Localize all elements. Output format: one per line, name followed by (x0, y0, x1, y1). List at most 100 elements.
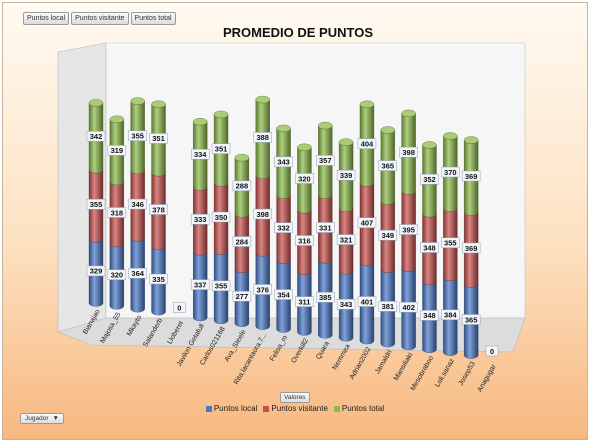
data-label-bg (357, 296, 377, 307)
data-label-bg (86, 198, 106, 210)
legend-item: Puntos local (205, 404, 258, 413)
bar-cap (297, 143, 312, 151)
data-label-bg (441, 237, 460, 248)
values-field-button[interactable]: Valores (280, 392, 310, 403)
bar-cap (151, 100, 166, 108)
field-button-puntos-visitante[interactable]: Puntos visitante (71, 12, 129, 25)
field-button-puntos-total[interactable]: Puntos total (130, 12, 176, 25)
bar-cap (359, 100, 375, 108)
data-label: 319 (111, 146, 124, 155)
data-label-bg (86, 131, 106, 142)
data-label-bg (274, 222, 293, 233)
data-label-bg (211, 143, 231, 154)
data-label: 348 (423, 243, 436, 252)
data-label-bg (420, 174, 439, 185)
category-label: Mesobraboo (410, 355, 436, 392)
data-label: 349 (382, 231, 395, 240)
data-label-bg (149, 133, 168, 144)
data-label-bg (128, 268, 147, 279)
data-label: 316 (298, 236, 311, 245)
legend-swatch (333, 405, 340, 412)
data-label: 320 (298, 174, 311, 183)
data-label: 355 (215, 282, 228, 291)
data-label-bg (485, 345, 499, 357)
data-label: 407 (361, 219, 374, 228)
data-label: 339 (340, 171, 353, 180)
data-label: 354 (277, 290, 290, 299)
bar-cap (193, 117, 208, 126)
data-label-bg (274, 156, 293, 168)
data-label: 369 (465, 172, 478, 181)
data-label: 364 (131, 269, 144, 278)
data-label-bg (461, 314, 481, 325)
data-label: 370 (444, 168, 457, 177)
data-label: 365 (382, 161, 395, 170)
data-label-bg (190, 149, 210, 160)
data-label-bg (336, 169, 356, 181)
data-label-bg (441, 166, 460, 178)
data-label-bg (295, 235, 314, 246)
bar-cap (88, 99, 104, 107)
legend-swatch (263, 405, 270, 412)
data-label: 355 (444, 239, 457, 248)
axis-field-label: Jugador (25, 415, 49, 422)
data-label: 333 (194, 215, 207, 224)
data-label-bg (295, 173, 314, 184)
data-label: 343 (277, 158, 290, 167)
data-label-bg (399, 301, 418, 313)
category-label: Mansiliaki (393, 352, 415, 382)
data-label: 335 (152, 275, 165, 284)
data-label-bg (316, 222, 335, 233)
data-label-bg (316, 155, 335, 166)
bar-cap (213, 110, 229, 119)
data-label: 0 (490, 347, 494, 356)
field-button-puntos-local[interactable]: Puntos local (23, 12, 70, 25)
data-label: 395 (402, 225, 415, 234)
chart-title: PROMEDIO DE PUNTOS (222, 25, 373, 40)
category-label: Jamaldri (374, 349, 394, 376)
bar-cap (234, 154, 250, 162)
data-label-bg (253, 208, 272, 220)
axis-field-button[interactable]: Jugador ▼ (20, 413, 64, 424)
data-label: 355 (90, 200, 103, 209)
legend-label: Puntos total (341, 404, 385, 413)
data-label: 351 (215, 144, 228, 153)
data-label-bg (107, 207, 127, 218)
data-label: 398 (402, 148, 415, 157)
data-label-bg (357, 138, 377, 149)
data-label-bg (378, 229, 398, 241)
data-label: 288 (236, 182, 249, 191)
data-label-bg (128, 198, 147, 210)
data-label-bg (190, 279, 210, 290)
data-label: 352 (423, 175, 436, 184)
bar-cap (463, 136, 479, 144)
data-label-bg (211, 280, 231, 292)
data-label: 311 (298, 297, 310, 306)
data-label: 385 (319, 293, 332, 302)
data-label-bg (336, 234, 356, 245)
data-label-bg (149, 204, 168, 215)
data-label: 381 (382, 302, 395, 311)
data-label: 321 (340, 235, 353, 244)
bar-cap (109, 115, 125, 123)
data-label-bg (295, 296, 314, 307)
data-label: 378 (152, 205, 165, 214)
data-label: 332 (277, 223, 290, 232)
data-label: 0 (177, 304, 181, 313)
legend-item: Puntos total (333, 404, 385, 413)
data-label: 357 (319, 156, 332, 165)
bar-cap (380, 126, 395, 134)
data-label: 401 (361, 297, 374, 306)
data-label-bg (232, 291, 252, 302)
legend-label: Puntos local (213, 404, 258, 413)
data-label: 331 (319, 223, 332, 232)
data-label-bg (461, 242, 481, 254)
data-label-bg (461, 170, 481, 182)
category-label: Adrian2002 (349, 346, 373, 381)
data-label: 284 (236, 237, 249, 246)
legend-item: Puntos visitante (263, 404, 328, 413)
bar-cap (255, 95, 270, 104)
bar-cap (401, 109, 416, 118)
data-label-bg (274, 289, 293, 300)
